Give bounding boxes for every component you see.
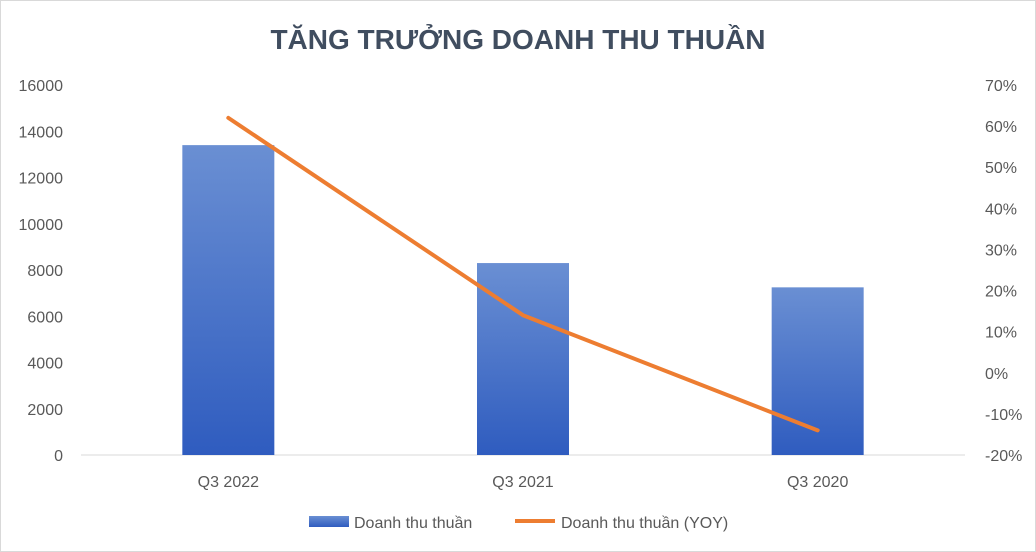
left-tick-label: 14000	[19, 124, 64, 141]
right-tick-label: 40%	[985, 201, 1017, 218]
left-tick-label: 0	[54, 448, 63, 465]
line-layer	[226, 115, 820, 433]
bar-q3-2020	[771, 287, 864, 455]
right-tick-label: 0%	[985, 366, 1008, 383]
legend-bar-label: Doanh thu thuần	[354, 515, 472, 532]
bars-layer	[182, 145, 864, 455]
right-tick-label: -10%	[985, 407, 1022, 424]
right-tick-label: 70%	[985, 78, 1017, 95]
left-tick-label: 8000	[27, 263, 63, 280]
left-tick-label: 6000	[27, 309, 63, 326]
left-axis-ticks: 16000 14000 12000 10000 8000 6000 4000 2000 0	[19, 78, 64, 465]
x-axis-ticks: Q3 2022 Q3 2021 Q3 2020	[198, 474, 849, 491]
yoy-point-q3-2022	[227, 117, 229, 119]
left-tick-label: 4000	[27, 356, 63, 373]
legend: Doanh thu thuần Doanh thu thuần (YOY)	[309, 515, 728, 532]
left-tick-label: 12000	[19, 171, 64, 188]
legend-bar-swatch	[309, 516, 349, 527]
right-tick-label: 60%	[985, 119, 1017, 136]
legend-line-label: Doanh thu thuần (YOY)	[561, 515, 728, 532]
right-axis-ticks: 70% 60% 50% 40% 30% 20% 10% 0% -10% -20%	[985, 78, 1022, 465]
left-tick-label: 2000	[27, 402, 63, 419]
x-tick-label: Q3 2021	[492, 474, 553, 491]
right-tick-label: 20%	[985, 284, 1017, 301]
x-tick-label: Q3 2020	[787, 474, 848, 491]
yoy-point-q3-2020	[817, 429, 819, 431]
right-tick-label: -20%	[985, 448, 1022, 465]
left-tick-label: 16000	[19, 78, 64, 95]
right-tick-label: 10%	[985, 325, 1017, 342]
chart-title: TĂNG TRƯỞNG DOANH THU THUẦN	[270, 23, 765, 55]
right-tick-label: 30%	[985, 242, 1017, 259]
left-tick-label: 10000	[19, 217, 64, 234]
yoy-point-q3-2021	[522, 314, 524, 316]
bar-q3-2022	[182, 145, 275, 455]
right-tick-label: 50%	[985, 160, 1017, 177]
x-tick-label: Q3 2022	[198, 474, 259, 491]
